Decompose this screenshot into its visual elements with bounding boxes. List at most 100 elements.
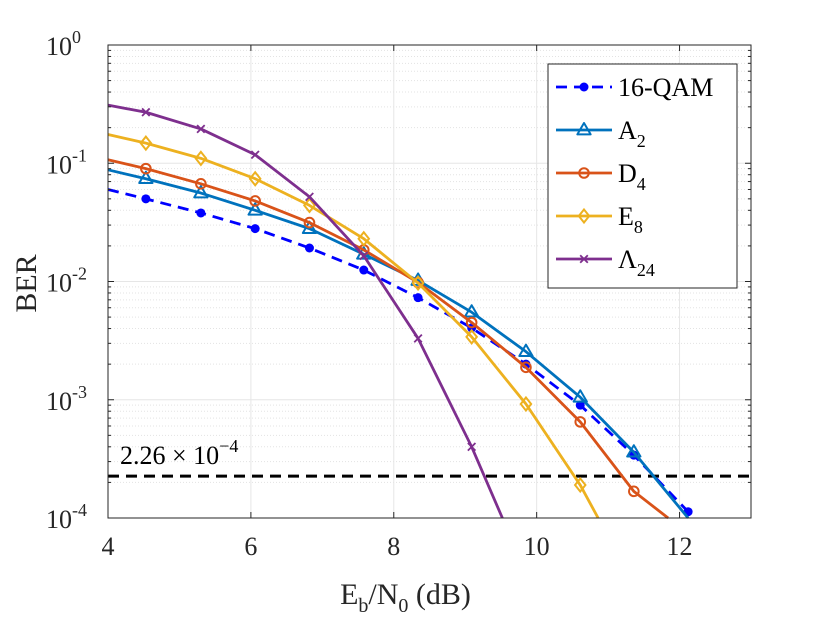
legend-d4-marker <box>578 167 590 179</box>
series-a2-marker <box>193 185 209 199</box>
series-e8-marker <box>573 476 587 494</box>
series-16-qam-marker <box>141 194 151 204</box>
series-d4-marker <box>249 195 261 207</box>
legend-16-qam-label: 16-QAM <box>618 73 713 102</box>
y-tick-label-exponent: -2 <box>72 264 87 284</box>
legend-lambda24-label-main: Λ <box>618 245 637 274</box>
series-lambda24-marker <box>250 150 260 160</box>
y-tick-label-base: 10 <box>46 269 72 298</box>
series-lambda24-marker-stroke <box>413 333 423 343</box>
legend-e8-label: E8 <box>618 202 643 237</box>
series-lambda24-marker <box>141 107 151 117</box>
series-a2-marker <box>464 304 480 318</box>
x-tick-label: 8 <box>387 532 400 561</box>
legend-e8-label-main: E <box>618 202 634 231</box>
legend-d4-label: D4 <box>618 159 646 194</box>
y-tick-label-base: 10 <box>46 387 72 416</box>
minor-grid <box>108 49 751 483</box>
series-lambda24-marker-stroke <box>250 150 260 160</box>
tick-marks <box>107 44 751 519</box>
series-lambda24-marker <box>359 251 369 261</box>
series-lambda24-marker-stroke <box>359 251 369 261</box>
legend-e8: E8 <box>556 202 643 237</box>
series-lambda24-marker <box>467 442 477 452</box>
legend-lambda24-label-sub: 24 <box>637 260 655 280</box>
y-tick-label-base: 10 <box>46 32 72 61</box>
series-d4-marker <box>465 316 478 329</box>
legend-16-qam-label-main: 16-QAM <box>618 73 713 102</box>
series-d4-line <box>107 158 669 520</box>
series-16-qam-marker <box>250 224 260 234</box>
legend-a2-label-main: A <box>618 116 637 145</box>
y-tick-label-exponent: -1 <box>72 145 87 165</box>
series-lambda24 <box>107 103 504 519</box>
y-tick-label: 10-4 <box>46 500 87 534</box>
legend-lambda24-marker-stroke <box>579 254 589 264</box>
series-d4-marker <box>628 485 640 498</box>
x-tick-label: 12 <box>667 532 693 561</box>
series-e8-marker <box>519 395 533 413</box>
series-e8-marker <box>139 135 153 152</box>
y-tick-label-base: 10 <box>46 150 72 179</box>
x-tick-label: 6 <box>244 532 257 561</box>
series-lambda24-marker <box>413 333 423 343</box>
series-d4-marker <box>520 361 532 374</box>
series-e8-marker <box>194 150 208 167</box>
legend-lambda24: Λ24 <box>556 245 655 280</box>
legend-d4-label-main: D <box>618 159 637 188</box>
legend-lambda24-label: Λ24 <box>618 245 655 280</box>
y-tick-label-exponent: -3 <box>72 382 87 402</box>
series-a2-marker <box>572 389 588 403</box>
legend-d4-label-sub: 4 <box>637 174 646 194</box>
series-16-qam-marker <box>359 265 369 275</box>
threshold: 2.26 × 10−4 <box>108 436 751 478</box>
x-axis-label: Eb/N0 (dB) <box>340 578 471 617</box>
series-16-qam-marker <box>196 208 206 218</box>
x-tick-labels: 4 6 8 10 12 <box>102 532 693 561</box>
series-16-qam-marker <box>413 293 423 303</box>
series-a2-marker <box>518 343 534 358</box>
y-tick-label-exponent: -4 <box>72 500 87 520</box>
series-e8-marker <box>465 328 479 346</box>
y-tick-label: 10-3 <box>46 382 87 416</box>
series-a2-marker <box>138 170 154 185</box>
legend-a2-label-sub: 2 <box>637 131 646 151</box>
legend-e8-marker <box>577 207 591 225</box>
series-layer <box>107 103 693 520</box>
series-e8-marker <box>357 230 371 247</box>
series-d4-marker <box>140 162 152 175</box>
y-tick-label: 10-1 <box>46 145 87 179</box>
y-tick-label: 100 <box>46 27 81 61</box>
series-lambda24-marker-stroke <box>141 107 151 117</box>
series-e8-line <box>107 133 600 519</box>
series-a2-marker <box>626 444 642 458</box>
series-lambda24-marker-stroke <box>305 192 314 202</box>
y-tick-label: 10-2 <box>46 264 87 298</box>
legend-d4: D4 <box>556 159 646 194</box>
series-e8-marker <box>411 274 425 292</box>
y-axis-label: BER <box>10 254 43 312</box>
y-tick-label-exponent: 0 <box>72 27 81 47</box>
legend-a2-label: A2 <box>618 116 646 151</box>
series-d4-marker <box>195 178 207 190</box>
series-d4-marker <box>574 416 587 428</box>
y-tick-label-base: 10 <box>46 505 72 534</box>
series-16-qam-marker <box>304 243 314 253</box>
series-lambda24-marker-stroke <box>467 442 477 452</box>
legend-e8-label-sub: 8 <box>634 217 643 237</box>
series-d4-marker <box>303 216 316 229</box>
series-e8-marker <box>302 197 316 214</box>
x-tick-label: 10 <box>524 532 550 561</box>
series-16-qam-marker <box>575 400 585 410</box>
legend-a2: A2 <box>556 116 646 151</box>
x-tick-label: 4 <box>102 532 115 561</box>
series-a2-marker <box>247 202 263 216</box>
series-lambda24-marker <box>196 124 206 134</box>
legend-16-qam-marker <box>579 82 589 92</box>
series-lambda24-marker-stroke <box>196 124 206 134</box>
series-lambda24-marker <box>305 192 314 202</box>
legend-lambda24-marker <box>579 254 589 264</box>
